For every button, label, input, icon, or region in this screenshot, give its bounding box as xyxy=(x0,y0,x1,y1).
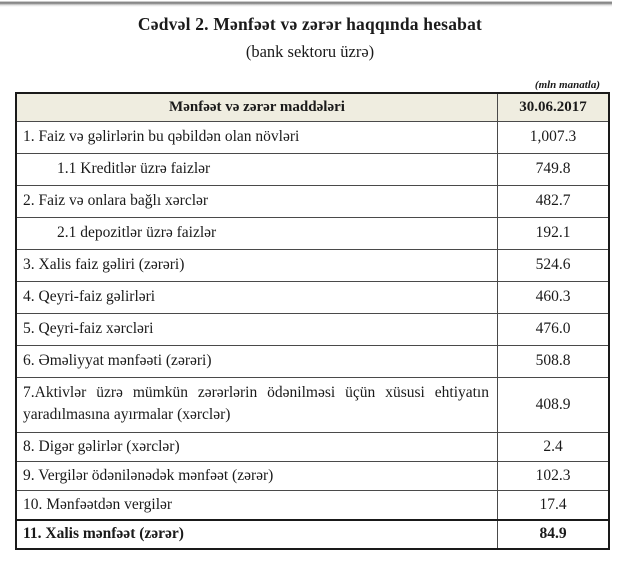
row-value: 508.8 xyxy=(497,344,610,378)
table-row: 1.1 Kreditlər üzrə faizlər 749.8 xyxy=(15,152,610,186)
table-row: 3. Xalis faiz gəliri (zərəri) 524.6 xyxy=(15,248,610,282)
table-row: 10. Mənfəətdən vergilər 17.4 xyxy=(15,490,610,521)
table-row: 1. Faiz və gəlirlərin bu qəbildən olan n… xyxy=(15,120,610,154)
row-label: 10. Mənfəətdən vergilər xyxy=(15,490,498,521)
row-label: 3. Xalis faiz gəliri (zərəri) xyxy=(15,248,498,282)
table-row: 2.1 depozitlər üzrə faizlər 192.1 xyxy=(15,216,610,250)
row-value: 102.3 xyxy=(497,461,610,492)
row-label: 1. Faiz və gəlirlərin bu qəbildən olan n… xyxy=(15,120,498,154)
profit-loss-table: Mənfəət və zərər maddələri 30.06.2017 1.… xyxy=(15,92,610,550)
table-row: 9. Vergilər ödənilənədək mənfəət (zərər)… xyxy=(15,461,610,492)
row-value: 17.4 xyxy=(497,490,610,521)
row-label: 6. Əməliyyat mənfəəti (zərəri) xyxy=(15,344,498,378)
table-header: Mənfəət və zərər maddələri 30.06.2017 xyxy=(15,92,610,122)
row-label: 5. Qeyri-faiz xərcləri xyxy=(15,312,498,346)
row-value: 84.9 xyxy=(497,518,610,550)
document-page: Cədvəl 2. Mənfəət və zərər haqqında hesa… xyxy=(0,0,612,550)
row-value: 2.4 xyxy=(497,432,610,463)
table-row: 11. Xalis mənfəət (zərər) 84.9 xyxy=(15,518,610,550)
top-divider xyxy=(0,0,612,7)
row-label: 2.1 depozitlər üzrə faizlər xyxy=(15,216,498,250)
row-value: 524.6 xyxy=(497,248,610,282)
table-row: 6. Əməliyyat mənfəəti (zərəri) 508.8 xyxy=(15,344,610,378)
table-body: 1. Faiz və gəlirlərin bu qəbildən olan n… xyxy=(15,120,610,550)
table-row: 4. Qeyri-faiz gəlirləri 460.3 xyxy=(15,280,610,314)
unit-note: (mln manatla) xyxy=(534,79,600,91)
column-header-date: 30.06.2017 xyxy=(497,92,610,122)
row-label: 11. Xalis mənfəət (zərər) xyxy=(15,518,498,550)
table-row: 8. Digər gəlirlər (xərclər) 2.4 xyxy=(15,432,610,463)
row-value: 476.0 xyxy=(497,312,610,346)
row-value: 460.3 xyxy=(497,280,610,314)
page-subtitle: (bank sektoru üzrə) xyxy=(245,42,375,61)
page-title: Cədvəl 2. Mənfəət və zərər haqqında hesa… xyxy=(137,14,483,34)
row-value: 408.9 xyxy=(497,376,610,434)
row-value: 482.7 xyxy=(497,184,610,218)
column-header-items: Mənfəət və zərər maddələri xyxy=(15,92,498,122)
row-label: 8. Digər gəlirlər (xərclər) xyxy=(15,432,498,463)
row-label: 1.1 Kreditlər üzrə faizlər xyxy=(15,152,498,186)
row-label: 7.Aktivlər üzrə mümkün zərərlərin ödənil… xyxy=(15,376,498,434)
table-row: 2. Faiz və onlara bağlı xərclər 482.7 xyxy=(15,184,610,218)
table-row: 5. Qeyri-faiz xərcləri 476.0 xyxy=(15,312,610,346)
row-value: 192.1 xyxy=(497,216,610,250)
table-row: 7.Aktivlər üzrə mümkün zərərlərin ödənil… xyxy=(15,376,610,434)
row-label: 4. Qeyri-faiz gəlirləri xyxy=(15,280,498,314)
row-value: 749.8 xyxy=(497,152,610,186)
row-value: 1,007.3 xyxy=(497,120,610,154)
row-label: 2. Faiz və onlara bağlı xərclər xyxy=(15,184,498,218)
row-label: 9. Vergilər ödənilənədək mənfəət (zərər) xyxy=(15,461,498,492)
header-row: Mənfəət və zərər maddələri 30.06.2017 xyxy=(15,92,610,122)
